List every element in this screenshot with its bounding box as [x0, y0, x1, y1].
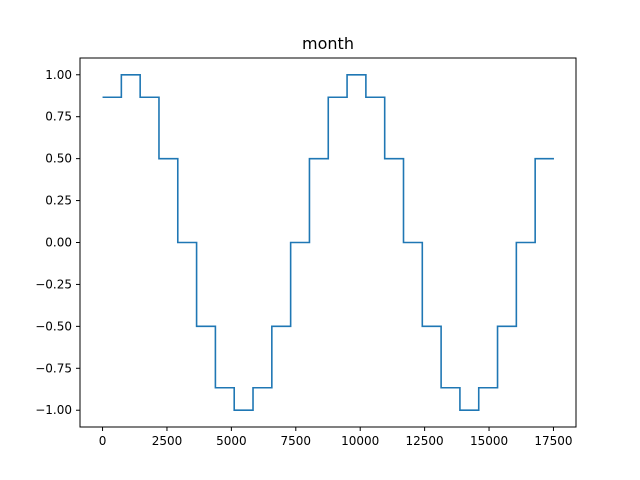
y-tick-label: 0.75 — [45, 110, 72, 124]
y-tick-label: −0.25 — [35, 277, 72, 291]
x-tick-label: 2500 — [152, 434, 183, 448]
y-tick-label: 0.00 — [45, 236, 72, 250]
y-tick-label: −0.75 — [35, 361, 72, 375]
y-tick-label: 0.50 — [45, 152, 72, 166]
y-axis: 1.00 0.75 0.50 0.25 0.00 −0.25 −0.50 −0.75 −1.00 — [35, 68, 80, 417]
y-tick-label: −1.00 — [35, 403, 72, 417]
series-line-0 — [102, 73, 554, 412]
x-tick-label: 7500 — [281, 434, 312, 448]
y-tick-label: 1.00 — [45, 68, 72, 82]
x-tick-label: 12500 — [406, 434, 444, 448]
y-tick-label: −0.50 — [35, 319, 72, 333]
chart-title: month — [302, 34, 354, 53]
series-layer — [102, 73, 554, 412]
x-tick-label: 5000 — [216, 434, 247, 448]
x-tick-label: 17500 — [534, 434, 572, 448]
y-tick-label: 0.25 — [45, 194, 72, 208]
x-axis: 0 2500 5000 7500 10000 12500 15000 17500 — [99, 427, 573, 448]
plot-frame — [79, 57, 577, 428]
x-tick-label: 15000 — [470, 434, 508, 448]
x-tick-label: 10000 — [341, 434, 379, 448]
x-tick-label: 0 — [99, 434, 107, 448]
